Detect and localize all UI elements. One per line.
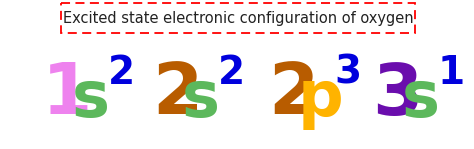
- Text: s: s: [72, 68, 110, 130]
- Text: p: p: [298, 68, 344, 130]
- Text: 1: 1: [438, 54, 465, 92]
- Text: 1: 1: [42, 60, 92, 129]
- Text: s: s: [182, 68, 220, 130]
- Text: s: s: [402, 68, 440, 130]
- Text: 3: 3: [334, 54, 361, 92]
- Text: 3: 3: [372, 60, 422, 129]
- Text: 2: 2: [268, 60, 318, 129]
- Text: Excited state electronic configuration of oxygen: Excited state electronic configuration o…: [63, 11, 413, 27]
- Text: 2: 2: [218, 54, 245, 92]
- Text: 2: 2: [108, 54, 135, 92]
- FancyBboxPatch shape: [61, 3, 415, 33]
- Text: 2: 2: [152, 60, 202, 129]
